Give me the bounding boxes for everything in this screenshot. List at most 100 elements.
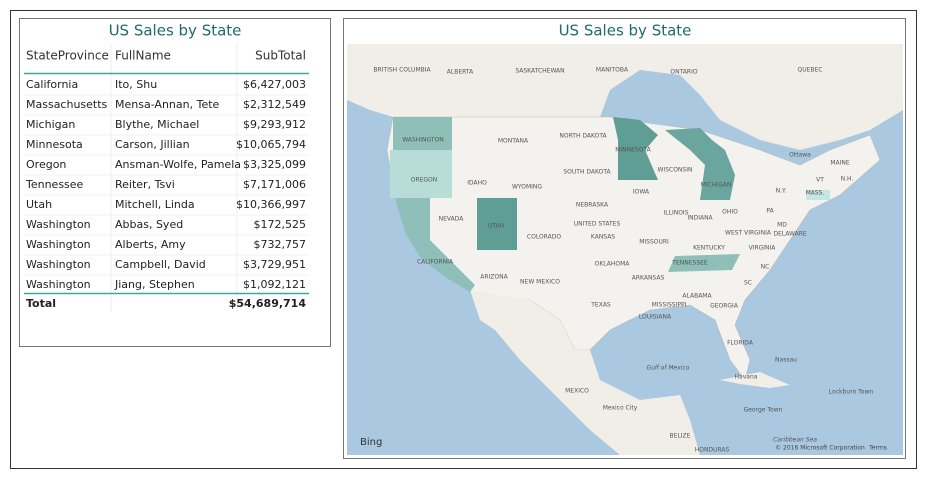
map-label: MANITOBA: [596, 67, 629, 74]
map-label: MD: [777, 222, 787, 229]
map-label: VIRGINIA: [749, 245, 777, 252]
map-label: Havana: [735, 374, 758, 381]
map-label: NEBRASKA: [576, 202, 609, 209]
map-label: ARKANSAS: [632, 275, 665, 282]
mexico-land: [470, 290, 700, 455]
table-cell: $3,729,951: [243, 258, 306, 271]
table-cell: Mensa-Annan, Tete: [115, 98, 220, 111]
canada-land: [347, 44, 903, 150]
state-california: [395, 198, 475, 292]
state-tennessee: [668, 254, 740, 272]
column-header: FullName: [115, 49, 171, 63]
map-label: ALBERTA: [447, 69, 474, 76]
map-label: UTAH: [488, 223, 504, 230]
state-washington: [393, 117, 452, 150]
table-cell: Utah: [26, 198, 52, 211]
map-terms[interactable]: Terms: [868, 445, 887, 452]
map-label: Nassau: [775, 357, 797, 364]
table-cell: Washington: [26, 258, 91, 271]
map-label: Lockburn Town: [829, 389, 874, 396]
map-label: NC: [761, 264, 770, 271]
map-title: US Sales by State: [559, 22, 692, 40]
map-label: COLORADO: [527, 234, 561, 241]
map-label: BRITISH COLUMBIA: [373, 67, 431, 74]
map-label: SC: [744, 280, 752, 287]
map-label: KANSAS: [591, 234, 615, 241]
map-label: GEORGIA: [710, 303, 739, 310]
map-label: MISSOURI: [639, 239, 669, 246]
map-label: NORTH DAKOTA: [559, 133, 607, 140]
table-cell: Tennessee: [25, 178, 84, 191]
table-cell: Reiter, Tsvi: [115, 178, 175, 191]
table-cell: Oregon: [26, 158, 66, 171]
map-label: IDAHO: [467, 180, 487, 187]
table-cell: $1,092,121: [243, 278, 306, 291]
table-cell: $10,366,997: [236, 198, 306, 211]
map-label: BELIZE: [670, 433, 691, 440]
map-label: ILLINOIS: [663, 210, 688, 217]
map-label: SOUTH DAKOTA: [563, 169, 611, 176]
map-label: NEW MEXICO: [520, 279, 560, 286]
map-area: BRITISH COLUMBIA ALBERTA SASKATCHEWAN MANIT…: [347, 44, 903, 455]
map-label: QUEBEC: [797, 67, 822, 74]
table-cell: Minnesota: [26, 138, 83, 151]
table-cell: Campbell, David: [115, 258, 206, 271]
map-label: WEST VIRGINIA: [725, 230, 772, 237]
table-cell: $6,427,003: [243, 78, 306, 91]
map-label: ARIZONA: [480, 274, 508, 281]
map-label: OREGON: [411, 177, 438, 184]
map-label: MEXICO: [565, 388, 589, 395]
state-minnesota: [613, 117, 658, 180]
table-cell: Mitchell, Linda: [115, 198, 195, 211]
table-cell: $9,293,912: [243, 118, 306, 131]
map-label: MICHIGAN: [701, 182, 732, 189]
map-label: HONDURAS: [695, 447, 730, 454]
table-cell: Blythe, Michael: [115, 118, 199, 131]
state-michigan: [665, 128, 735, 200]
map-label: MAINE: [830, 160, 850, 167]
map-label: IOWA: [633, 189, 650, 196]
table-cell: Abbas, Syed: [115, 218, 183, 231]
table-cell: $2,312,549: [243, 98, 306, 111]
column-header: StateProvince: [26, 49, 109, 63]
map-label: Mexico City: [603, 405, 638, 412]
map-provider: Bing: [360, 437, 382, 448]
map-label: TEXAS: [590, 302, 611, 309]
map-label: UNITED STATES: [574, 221, 621, 228]
map-label: MINNESOTA: [615, 147, 651, 154]
map-label: OHIO: [722, 209, 738, 216]
table-cell: Michigan: [26, 118, 75, 131]
map-copyright: © 2016 Microsoft Corporation: [775, 445, 865, 452]
map-label: Ottawa: [789, 152, 811, 159]
map-label: ONTARIO: [670, 69, 697, 76]
map-label: KENTUCKY: [693, 245, 725, 252]
map-label: INDIANA: [687, 215, 713, 222]
map-label: CALIFORNIA: [417, 259, 454, 266]
table-cell: Washington: [26, 218, 91, 231]
table-title: US Sales by State: [109, 22, 242, 40]
map-label: MISSISSIPPI: [652, 302, 687, 309]
column-header: SubTotal: [255, 49, 306, 63]
state-utah: [477, 198, 517, 250]
map-label: N.H.: [841, 176, 854, 183]
table-cell: $732,757: [254, 238, 307, 251]
table-cell: $10,065,794: [236, 138, 306, 151]
state-oregon: [390, 150, 452, 198]
map-label: WISCONSIN: [658, 167, 693, 174]
map-label: WASHINGTON: [402, 137, 444, 144]
total-label: Total: [26, 297, 56, 310]
map-label: VT: [816, 177, 824, 184]
table-cell: $172,525: [254, 218, 307, 231]
total-value: $54,689,714: [229, 297, 307, 310]
table-cell: Jiang, Stephen: [114, 278, 195, 291]
table-cell: California: [26, 78, 78, 91]
table-cell: Carson, Jillian: [115, 138, 190, 151]
map-label: FLORIDA: [727, 340, 754, 347]
map-label: WYOMING: [512, 184, 542, 191]
map-label: OKLAHOMA: [595, 261, 631, 268]
table-cell: Ito, Shu: [115, 78, 157, 91]
map-label: Caribbean Sea: [773, 437, 817, 444]
map-label: LOUISIANA: [639, 314, 672, 321]
map-label: George Town: [744, 407, 783, 414]
